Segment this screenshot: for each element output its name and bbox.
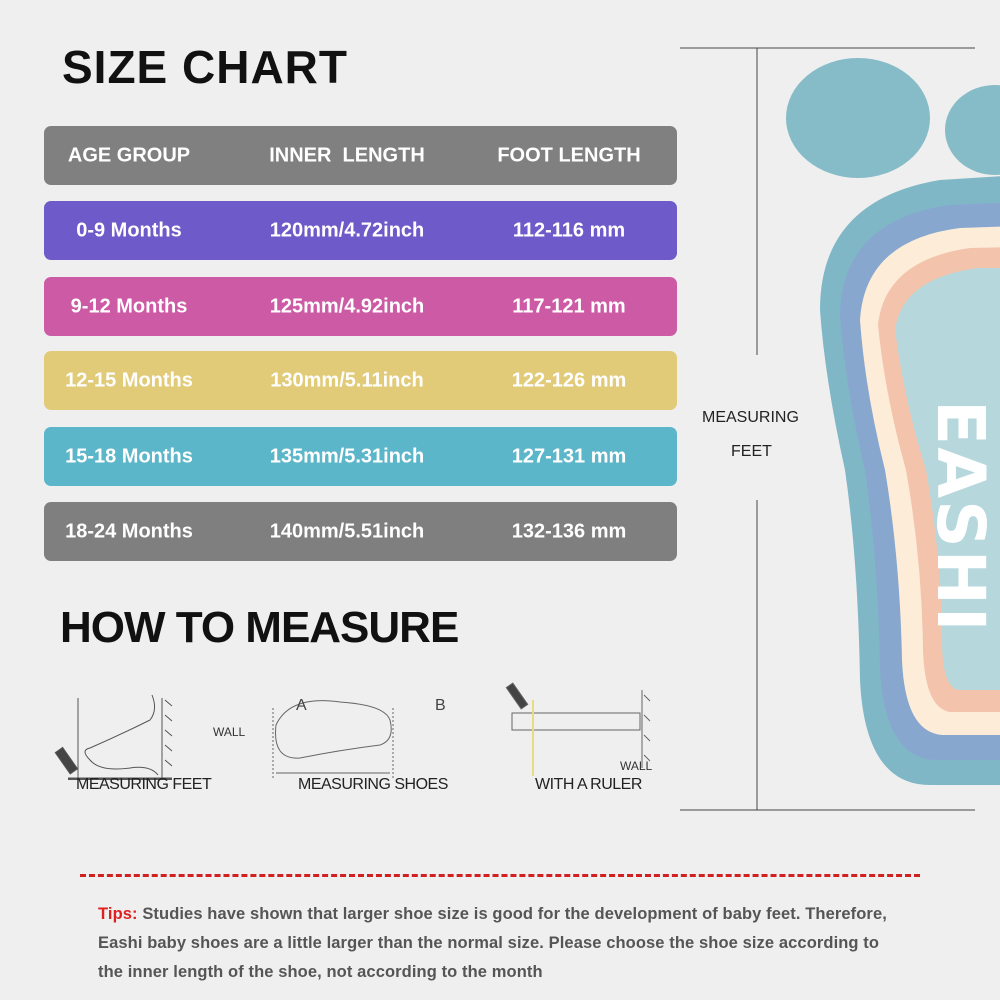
table-row: 9-12 Months 125mm/4.92inch 117-121 mm	[44, 277, 677, 336]
tips-body: Studies have shown that larger shoe size…	[98, 905, 887, 981]
eashi-logo: EASHI	[922, 400, 999, 634]
wall-hatch-icon	[643, 694, 651, 762]
how-to-measure-title: HOW TO MEASURE	[60, 603, 459, 652]
wall-hatch-icon	[164, 699, 173, 767]
age-cell: 9-12 Months	[70, 295, 188, 317]
table-row: 15-18 Months 135mm/5.31inch 127-131 mm	[44, 427, 677, 486]
measuring-shoes-illustration	[272, 700, 394, 780]
inner-length-cell: 120mm/4.72inch	[269, 219, 425, 241]
inner-length-cell: 135mm/5.31inch	[269, 445, 425, 467]
ruler-illustration	[505, 682, 651, 776]
table-row: 12-15 Months 130mm/5.11inch 122-126 mm	[44, 351, 677, 410]
age-cell: 12-15 Months	[65, 369, 193, 391]
age-cell: 18-24 Months	[65, 520, 193, 542]
caption-measuring-shoes: MEASURING SHOES	[298, 776, 448, 793]
foot-length-cell: 117-121 mm	[512, 295, 626, 317]
header-inner-length: INNER LENGTH	[269, 144, 425, 166]
foot-length-cell: 132-136 mm	[511, 520, 627, 542]
wall-label: WALL	[213, 725, 246, 739]
small-toe-shape	[945, 85, 1000, 175]
tips-label: Tips:	[98, 905, 138, 923]
foot-diagram: EASHI MEASURING FEET	[680, 47, 1000, 811]
measuring-feet-illustration	[54, 694, 173, 780]
point-b-label: B	[435, 697, 446, 714]
pencil-icon	[505, 682, 529, 710]
wall-label: WALL	[620, 759, 653, 773]
tips-text: Tips: Studies have shown that larger sho…	[98, 900, 908, 987]
foot-length-cell: 127-131 mm	[511, 445, 627, 467]
inner-length-cell: 130mm/5.11inch	[270, 369, 424, 391]
age-cell: 0-9 Months	[76, 219, 182, 241]
caption-with-ruler: WITH A RULER	[535, 776, 642, 793]
table-row: 0-9 Months 120mm/4.72inch 112-116 mm	[44, 201, 677, 260]
measure-illustrations: WALL A B WALL	[54, 682, 653, 780]
pencil-icon	[54, 746, 79, 775]
point-a-label: A	[296, 697, 307, 714]
measuring-label: MEASURING	[702, 409, 799, 426]
inner-length-cell: 125mm/4.92inch	[269, 295, 425, 317]
header-foot-length: FOOT LENGTH	[497, 144, 641, 166]
age-cell: 15-18 Months	[65, 445, 193, 467]
table-row: 18-24 Months 140mm/5.51inch 132-136 mm	[44, 502, 677, 561]
feet-label: FEET	[731, 443, 772, 460]
inner-length-cell: 140mm/5.51inch	[269, 520, 425, 542]
caption-measuring-feet: MEASURING FEET	[76, 776, 212, 793]
size-chart-title: SIZE CHART	[62, 41, 348, 93]
header-age-group: AGE GROUP	[67, 144, 191, 166]
foot-length-cell: 122-126 mm	[511, 369, 627, 391]
divider	[80, 874, 920, 877]
foot-length-cell: 112-116 mm	[512, 219, 626, 241]
big-toe-shape	[786, 58, 930, 178]
table-header: AGE GROUP INNER LENGTH FOOT LENGTH	[44, 126, 677, 185]
